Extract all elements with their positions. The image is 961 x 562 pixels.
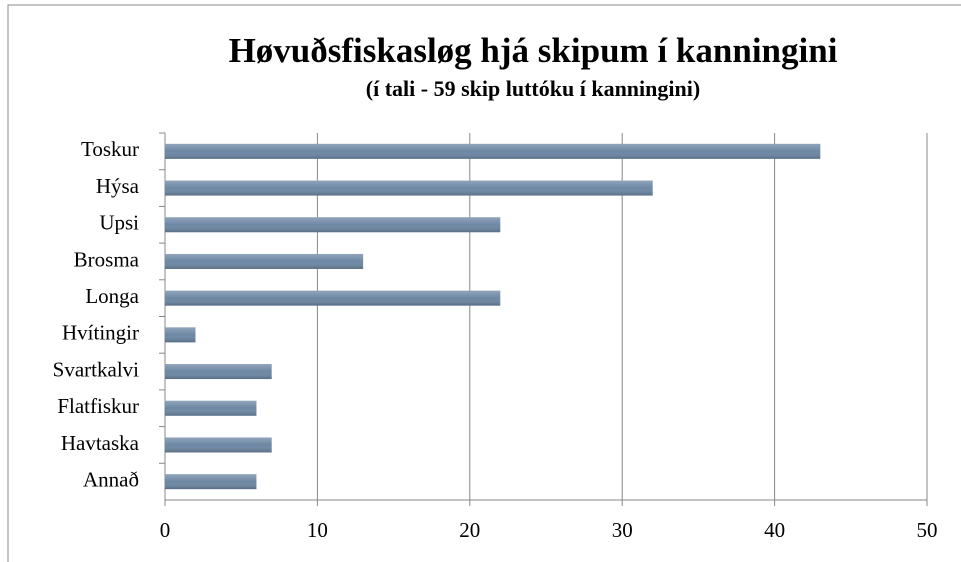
chart-title: Høvuðsfiskasløg hjá skipum í kanningini [229,31,838,70]
chart-subtitle: (í tali - 59 skip luttóku í kanningini) [366,76,700,101]
y-tick-label: Hvítingir [62,321,139,345]
x-tick-label: 50 [917,518,938,542]
bar [165,327,196,343]
y-tick-label: Hýsa [96,174,140,198]
bar [165,253,364,269]
y-tick-label: Brosma [74,247,140,271]
bar [165,400,257,416]
y-tick-label: Longa [85,284,139,308]
bar [165,143,821,159]
bar [165,437,272,453]
bar [165,180,653,196]
bar [165,364,272,380]
x-tick-label: 0 [160,518,171,542]
frame [7,4,961,562]
y-tick-label: Toskur [81,137,139,161]
y-tick-label: Upsi [99,211,139,235]
bar [165,290,501,306]
x-tick-label: 30 [612,518,633,542]
y-tick-label: Flatfiskur [57,394,139,418]
bar [165,217,501,233]
bar [165,474,257,490]
x-tick-label: 40 [764,518,785,542]
y-tick-label: Havtaska [61,431,140,455]
y-tick-label: Svartkalvi [53,357,139,381]
y-tick-label: Annað [83,467,139,491]
x-tick-label: 20 [459,518,480,542]
x-tick-label: 10 [307,518,328,542]
